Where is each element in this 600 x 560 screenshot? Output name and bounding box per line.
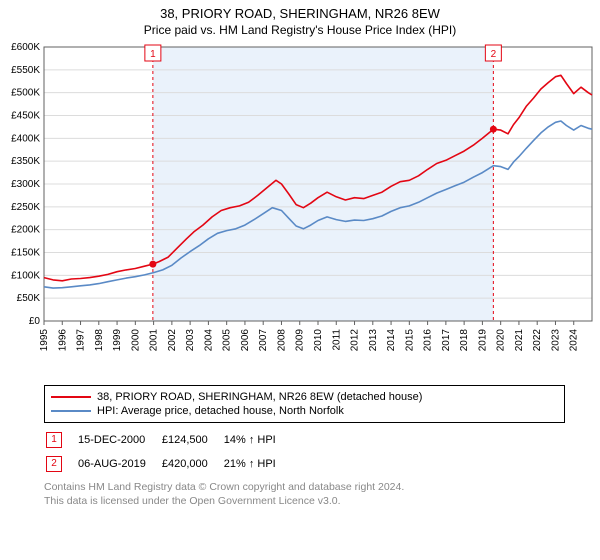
svg-text:£0: £0 xyxy=(29,316,41,327)
legend: 38, PRIORY ROAD, SHERINGHAM, NR26 8EW (d… xyxy=(44,385,565,423)
svg-text:2024: 2024 xyxy=(569,329,580,352)
svg-text:2011: 2011 xyxy=(331,329,342,351)
svg-text:£250K: £250K xyxy=(11,202,40,213)
footnote: Contains HM Land Registry data © Crown c… xyxy=(44,481,565,508)
marker-date: 15-DEC-2000 xyxy=(78,429,160,451)
marker-delta: 14% ↑ HPI xyxy=(224,429,290,451)
marker-price: £124,500 xyxy=(162,429,222,451)
svg-text:£400K: £400K xyxy=(11,133,40,144)
legend-swatch xyxy=(51,396,91,398)
svg-text:1996: 1996 xyxy=(57,329,68,352)
chart-title-block: 38, PRIORY ROAD, SHERINGHAM, NR26 8EW Pr… xyxy=(0,0,600,39)
svg-text:1998: 1998 xyxy=(94,329,105,352)
svg-text:1995: 1995 xyxy=(39,329,50,352)
marker-price: £420,000 xyxy=(162,453,222,475)
svg-text:£150K: £150K xyxy=(11,248,40,259)
marker-data-table: 1 15-DEC-2000 £124,500 14% ↑ HPI 2 06-AU… xyxy=(44,427,292,477)
svg-text:£350K: £350K xyxy=(11,156,40,167)
svg-text:2020: 2020 xyxy=(496,329,507,352)
chart-container: £0 £50K £100K £150K £200K £250K £300K £350K £400… xyxy=(0,39,600,379)
chart-title-line2: Price paid vs. HM Land Registry's House … xyxy=(8,23,592,37)
svg-text:2013: 2013 xyxy=(368,329,379,352)
marker-date: 06-AUG-2019 xyxy=(78,453,160,475)
svg-text:2010: 2010 xyxy=(313,329,324,352)
chart-title-line1: 38, PRIORY ROAD, SHERINGHAM, NR26 8EW xyxy=(8,6,592,21)
svg-text:2023: 2023 xyxy=(550,329,561,352)
svg-text:2015: 2015 xyxy=(404,329,415,352)
svg-text:2007: 2007 xyxy=(258,329,269,352)
marker-badge: 2 xyxy=(46,456,62,472)
marker-badge: 1 xyxy=(46,432,62,448)
svg-text:2018: 2018 xyxy=(459,329,470,352)
svg-text:1999: 1999 xyxy=(112,329,123,352)
footnote-line: Contains HM Land Registry data © Crown c… xyxy=(44,481,565,495)
svg-text:2008: 2008 xyxy=(276,329,287,352)
svg-text:£600K: £600K xyxy=(11,42,40,53)
footnote-line: This data is licensed under the Open Gov… xyxy=(44,495,565,509)
svg-text:£450K: £450K xyxy=(11,111,40,122)
svg-text:2014: 2014 xyxy=(386,329,397,352)
svg-text:£100K: £100K xyxy=(11,270,40,281)
legend-item: 38, PRIORY ROAD, SHERINGHAM, NR26 8EW (d… xyxy=(51,390,558,404)
price-chart: £0 £50K £100K £150K £200K £250K £300K £350K £400… xyxy=(0,39,600,379)
svg-text:£550K: £550K xyxy=(11,65,40,76)
svg-text:2: 2 xyxy=(491,49,497,60)
table-row: 1 15-DEC-2000 £124,500 14% ↑ HPI xyxy=(46,429,290,451)
svg-text:2000: 2000 xyxy=(130,329,141,352)
legend-label: HPI: Average price, detached house, Nort… xyxy=(97,405,344,417)
svg-text:2012: 2012 xyxy=(350,329,361,352)
svg-text:2005: 2005 xyxy=(222,329,233,352)
table-row: 2 06-AUG-2019 £420,000 21% ↑ HPI xyxy=(46,453,290,475)
svg-text:2016: 2016 xyxy=(423,329,434,352)
legend-item: HPI: Average price, detached house, Nort… xyxy=(51,404,558,418)
svg-text:£500K: £500K xyxy=(11,88,40,99)
svg-text:2001: 2001 xyxy=(149,329,160,352)
svg-text:£300K: £300K xyxy=(11,179,40,190)
svg-text:2009: 2009 xyxy=(295,329,306,352)
svg-text:2021: 2021 xyxy=(514,329,525,352)
svg-text:£200K: £200K xyxy=(11,225,40,236)
svg-text:£50K: £50K xyxy=(17,293,41,304)
svg-text:2004: 2004 xyxy=(203,329,214,352)
legend-swatch xyxy=(51,410,91,412)
svg-text:2003: 2003 xyxy=(185,329,196,352)
svg-text:2019: 2019 xyxy=(477,329,488,352)
svg-text:2006: 2006 xyxy=(240,329,251,352)
legend-label: 38, PRIORY ROAD, SHERINGHAM, NR26 8EW (d… xyxy=(97,391,422,403)
marker-delta: 21% ↑ HPI xyxy=(224,453,290,475)
svg-text:2002: 2002 xyxy=(167,329,178,352)
svg-text:2017: 2017 xyxy=(441,329,452,352)
svg-text:1: 1 xyxy=(150,49,156,60)
svg-text:2022: 2022 xyxy=(532,329,543,352)
svg-text:1997: 1997 xyxy=(76,329,87,352)
